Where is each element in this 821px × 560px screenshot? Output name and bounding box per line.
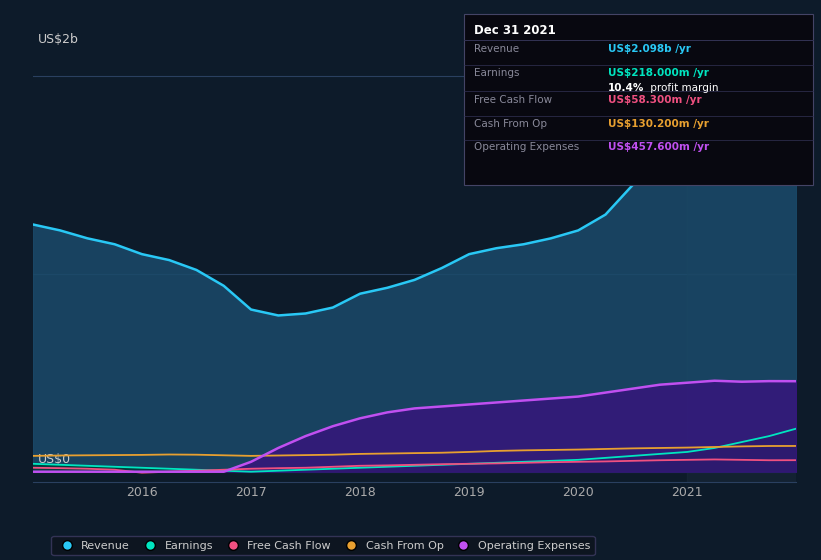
Text: Cash From Op: Cash From Op [474,119,547,129]
Text: Earnings: Earnings [474,68,519,78]
Text: 10.4%: 10.4% [608,83,644,93]
Text: US$0: US$0 [39,453,71,466]
Text: profit margin: profit margin [647,83,718,93]
Text: Revenue: Revenue [474,44,519,54]
Text: US$2b: US$2b [39,34,79,46]
Text: Dec 31 2021: Dec 31 2021 [474,24,556,37]
Text: Operating Expenses: Operating Expenses [474,142,579,152]
Legend: Revenue, Earnings, Free Cash Flow, Cash From Op, Operating Expenses: Revenue, Earnings, Free Cash Flow, Cash … [51,536,594,555]
Text: Free Cash Flow: Free Cash Flow [474,95,552,105]
Bar [687,17,796,482]
Text: US$130.200m /yr: US$130.200m /yr [608,119,709,129]
Text: US$457.600m /yr: US$457.600m /yr [608,142,709,152]
Text: US$2.098b /yr: US$2.098b /yr [608,44,690,54]
Text: US$218.000m /yr: US$218.000m /yr [608,68,709,78]
Text: US$58.300m /yr: US$58.300m /yr [608,95,701,105]
